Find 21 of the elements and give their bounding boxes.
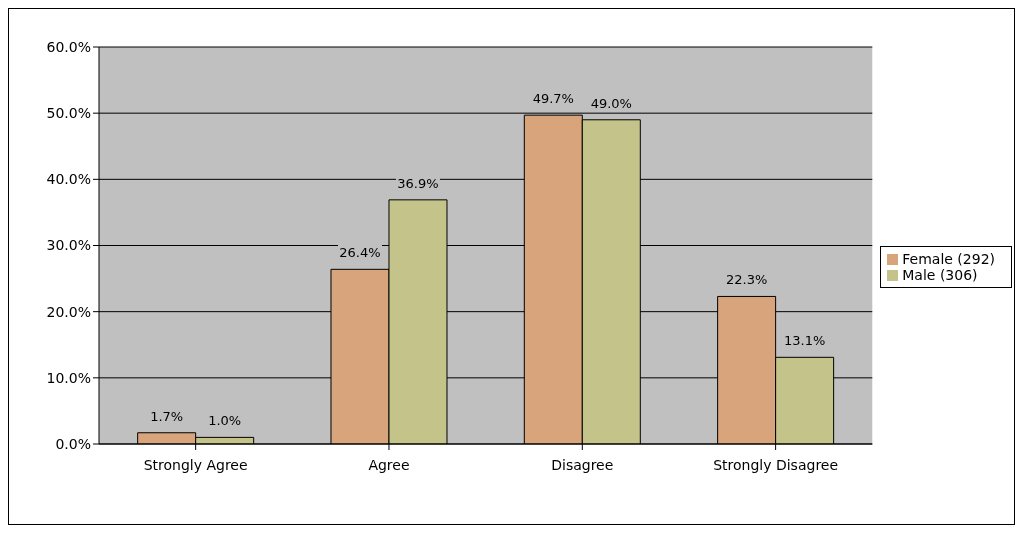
data-label: 49.0% [590,95,632,111]
x-tick-label: Agree [368,456,410,473]
x-tick-label: Strongly Agree [143,456,248,473]
data-label: 49.7% [532,91,574,107]
y-tick-label: 30.0% [46,237,91,254]
data-label: 26.4% [339,245,381,261]
x-tick-label: Strongly Disagree [713,456,839,473]
y-tick-label: 50.0% [46,105,91,122]
y-tick-label: 20.0% [46,303,91,320]
data-label: 36.9% [397,175,439,191]
data-label: 1.7% [150,408,184,424]
y-tick-label: 10.0% [46,369,91,386]
x-tick-label: Disagree [551,456,614,473]
data-label: 13.1% [783,333,826,349]
y-tick-label: 60.0% [46,38,91,55]
data-label: 22.3% [725,272,768,288]
y-tick-label: 40.0% [46,171,91,188]
legend-label: Female (292) [902,250,995,267]
data-label: 1.0% [208,413,242,429]
legend-label: Male (306) [902,266,978,283]
y-tick-label: 0.0% [55,435,91,452]
